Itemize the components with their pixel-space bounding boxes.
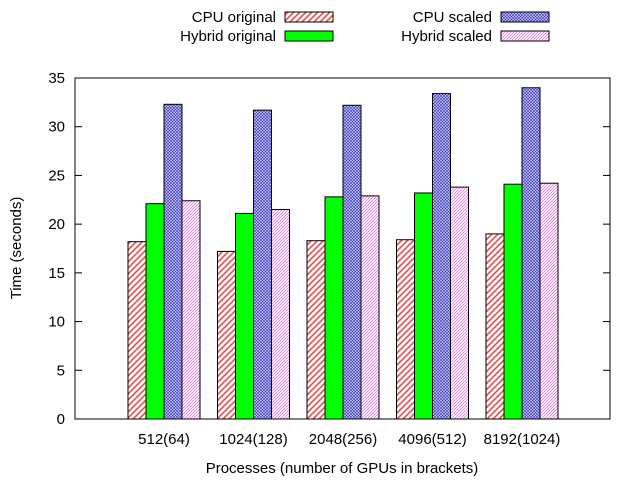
- bars: [127, 87, 559, 420]
- bar-cpu-original: [127, 241, 147, 420]
- x-tick-label: 2048(256): [309, 431, 377, 448]
- legend-label: Hybrid original: [180, 28, 276, 45]
- legend-label: Hybrid scaled: [401, 28, 492, 45]
- legend-item: Hybrid scaled: [401, 28, 550, 45]
- legend-swatch: [284, 30, 334, 42]
- bar-cpu-scaled: [521, 87, 541, 420]
- bar-hybrid-original: [235, 212, 254, 420]
- bar-hybrid-original: [324, 196, 344, 420]
- legend-swatch: [284, 11, 334, 23]
- y-tick-label: 0: [57, 411, 65, 428]
- legend-label: CPU scaled: [413, 9, 492, 26]
- y-axis: 0 5 10 15 20 25 30 35: [48, 70, 610, 428]
- bar-cpu-original: [485, 233, 505, 420]
- bar-hybrid-scaled: [450, 186, 469, 420]
- x-tick-label: 8192(1024): [484, 431, 561, 448]
- legend-swatch: [500, 11, 550, 23]
- x-tick-label: 512(64): [138, 431, 190, 448]
- legend-item: Hybrid original: [180, 28, 334, 45]
- bar-cpu-scaled: [432, 93, 451, 420]
- x-axis-label: Processes (number of GPUs in brackets): [206, 460, 479, 477]
- y-tick-label: 35: [48, 70, 65, 87]
- bar-hybrid-original: [414, 192, 433, 420]
- bar-hybrid-original: [503, 183, 523, 420]
- bar-cpu-original: [396, 239, 415, 420]
- bar-cpu-scaled: [342, 104, 362, 420]
- bar-cpu-scaled: [163, 103, 183, 420]
- bar-cpu-scaled: [253, 109, 272, 420]
- bar-hybrid-scaled: [360, 195, 380, 420]
- x-tick-label: 4096(512): [398, 431, 466, 448]
- y-tick-label: 25: [48, 167, 65, 184]
- bar-hybrid-scaled: [539, 182, 559, 420]
- bar-hybrid-scaled: [271, 209, 290, 420]
- y-tick-label: 5: [57, 362, 65, 379]
- y-tick-label: 20: [48, 216, 65, 233]
- bar-cpu-original: [217, 250, 236, 420]
- y-tick-label: 10: [48, 314, 65, 331]
- bar-hybrid-original: [145, 203, 165, 420]
- legend-item: CPU scaled: [413, 9, 550, 26]
- y-tick-label: 30: [48, 119, 65, 136]
- bar-cpu-original: [306, 240, 326, 420]
- legend-swatch: [500, 30, 550, 42]
- legend-label: CPU original: [192, 9, 276, 26]
- y-tick-label: 15: [48, 265, 65, 282]
- bar-hybrid-scaled: [181, 200, 201, 420]
- legend: CPU original Hybrid original CPU scaled Hyb…: [180, 9, 550, 45]
- x-tick-label: 1024(128): [219, 431, 287, 448]
- legend-item: CPU original: [192, 9, 334, 26]
- x-axis: 512(64) 1024(128) 2048(256) 4096(512) 8192(1…: [138, 412, 560, 448]
- y-axis-label: Time (seconds): [8, 197, 25, 300]
